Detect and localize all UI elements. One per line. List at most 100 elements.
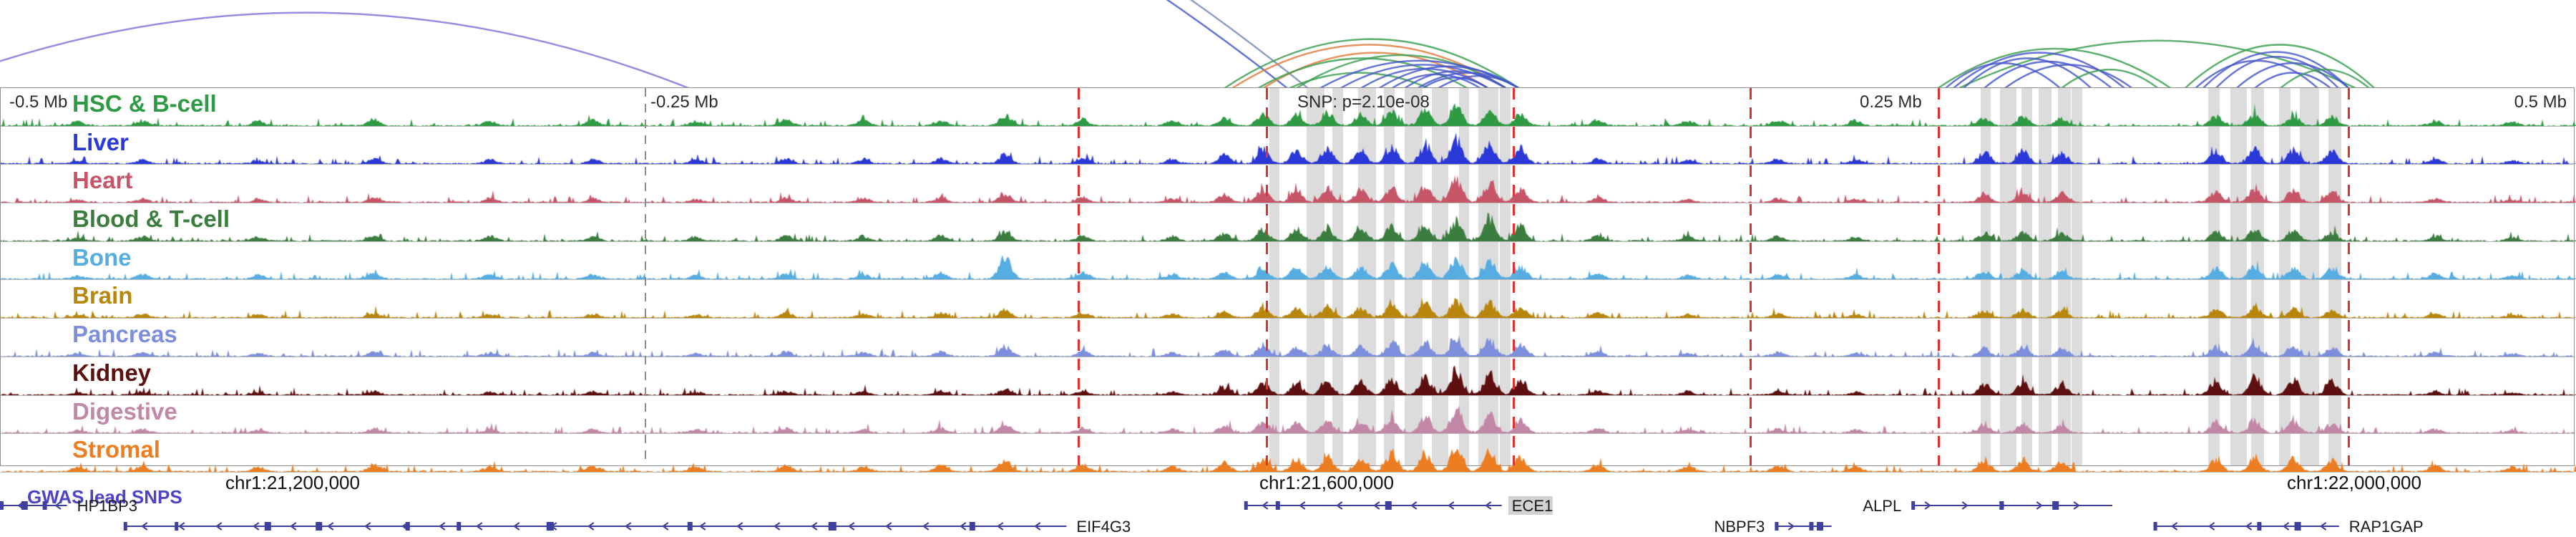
- interaction-arc: [2215, 56, 2339, 87]
- strand-arrow-icon: [2245, 522, 2253, 531]
- interaction-arc: [2004, 64, 2133, 87]
- genome-coordinate-label: chr1:21,600,000: [1259, 472, 1394, 493]
- strand-arrow-icon: [1034, 522, 1041, 531]
- exon-block: [42, 501, 47, 510]
- strand-arrow-icon: [2282, 522, 2290, 531]
- gene-eif4g3[interactable]: EIF4G3: [123, 518, 1131, 536]
- strand-arrow-icon: [2207, 522, 2215, 531]
- exon-block: [546, 522, 554, 531]
- exon-block: [1385, 501, 1392, 510]
- strand-arrow-icon: [1299, 501, 1306, 510]
- interaction-arc-layer: [0, 0, 2576, 87]
- interaction-arc: [2061, 69, 2159, 87]
- interaction-arc: [1963, 57, 2092, 87]
- axis-label: -0.25 Mb: [650, 92, 718, 112]
- track-label-heart: Heart: [72, 167, 133, 194]
- interaction-arc: [1953, 52, 2125, 87]
- axis-label: 0.25 Mb: [1860, 92, 1922, 112]
- interaction-arc: [1404, 70, 1507, 87]
- interaction-arc: [0, 11, 690, 87]
- interaction-arc: [1984, 60, 2112, 87]
- exon-block: [123, 522, 127, 531]
- exon-block: [1911, 501, 1916, 510]
- interaction-arc: [1438, 74, 1520, 87]
- signal-track-kidney[interactable]: [1, 359, 2576, 395]
- signal-track-liver[interactable]: [1, 129, 2576, 165]
- strand-arrow-icon: [1262, 501, 1269, 510]
- exon-block: [457, 522, 462, 531]
- gene-hp1bp3[interactable]: HP1BP3: [0, 497, 137, 515]
- signal-track-brain[interactable]: [1, 283, 2576, 319]
- exon-block: [969, 522, 975, 531]
- strand-arrow-icon: [662, 522, 669, 531]
- exon-block: [1999, 501, 2004, 510]
- gene-label: RAP1GAP: [2349, 518, 2424, 536]
- track-label-brain: Brain: [72, 282, 133, 309]
- strand-arrow-icon: [922, 522, 930, 531]
- exon-block: [2294, 522, 2301, 531]
- strand-arrow-icon: [215, 522, 223, 531]
- strand-arrow-icon: [1787, 522, 1795, 531]
- strand-arrow-icon: [253, 522, 260, 531]
- track-label-pancreas: Pancreas: [72, 321, 177, 348]
- track-row-kidney: Kidney: [1, 357, 2576, 396]
- strand-arrow-icon: [364, 522, 371, 531]
- interaction-arc: [1224, 38, 1520, 87]
- track-label-liver: Liver: [72, 128, 129, 155]
- track-label-stromal: Stromal: [72, 436, 160, 463]
- signal-track-bone[interactable]: [1, 244, 2576, 280]
- gene-label: EIF4G3: [1076, 518, 1131, 536]
- exon-block: [175, 522, 179, 531]
- gene-label-highlight: [1508, 496, 1553, 515]
- gene-label: ALPL: [1863, 497, 1901, 515]
- exon-block: [2052, 501, 2059, 510]
- genome-coordinate-label: chr1:21,200,000: [225, 472, 360, 493]
- strand-arrow-icon: [811, 522, 818, 531]
- signal-track-heart[interactable]: [1, 168, 2576, 203]
- gene-track-svg: HP1BP3 EIF4G3 ECE1 NBPF3 ALPL RAP1GAP: [0, 496, 2424, 536]
- strand-arrow-icon: [2319, 522, 2327, 531]
- strand-arrow-icon: [439, 522, 446, 531]
- signal-track-stromal[interactable]: [1, 436, 2576, 472]
- strand-arrow-icon: [1410, 501, 1418, 510]
- strand-arrow-icon: [885, 522, 892, 531]
- exon-block: [264, 522, 271, 531]
- interaction-arc: [2185, 44, 2375, 87]
- strand-arrow-icon: [2073, 501, 2080, 510]
- track-row-liver: Liver: [1, 127, 2576, 165]
- strand-arrow-icon: [1448, 501, 1455, 510]
- exon-block: [1275, 501, 1280, 510]
- interaction-arc: [1423, 77, 1488, 87]
- exon-block: [21, 501, 28, 510]
- exon-block: [1244, 501, 1248, 510]
- exon-block: [2257, 522, 2262, 531]
- interaction-arc: [2254, 72, 2331, 87]
- gene-label: ECE1: [1512, 497, 1553, 515]
- signal-track-blood-t-cell[interactable]: [1, 205, 2576, 241]
- strand-arrow-icon: [736, 522, 743, 531]
- strand-arrow-icon: [476, 522, 483, 531]
- gene-rap1gap[interactable]: RAP1GAP: [2153, 518, 2424, 536]
- axis-label: -0.5 Mb: [9, 92, 68, 112]
- track-label-blood-t-cell: Blood & T-cell: [72, 205, 230, 233]
- exon-block: [405, 522, 410, 531]
- interaction-arc: [1289, 72, 1429, 87]
- track-row-brain: Brain: [1, 280, 2576, 319]
- gene-nbpf3[interactable]: NBPF3: [1714, 518, 1832, 536]
- signal-track-hsc-b-cell[interactable]: [1, 90, 2576, 126]
- axis-label: 0.5 Mb: [2514, 92, 2567, 112]
- signal-track-pancreas[interactable]: [1, 321, 2576, 357]
- strand-arrow-icon: [960, 522, 967, 531]
- strand-arrow-icon: [848, 522, 855, 531]
- interaction-arc: [2236, 62, 2349, 87]
- gene-label: HP1BP3: [77, 497, 137, 515]
- track-row-stromal: Stromal: [1, 434, 2576, 473]
- track-label-bone: Bone: [72, 243, 132, 271]
- strand-arrow-icon: [1924, 501, 1931, 510]
- track-row-heart: Heart: [1, 165, 2576, 204]
- gene-ece1[interactable]: ECE1: [1244, 496, 1553, 515]
- exon-block: [1775, 522, 1779, 531]
- signal-track-digestive[interactable]: [1, 398, 2576, 434]
- gene-alpl[interactable]: ALPL: [1863, 497, 2112, 515]
